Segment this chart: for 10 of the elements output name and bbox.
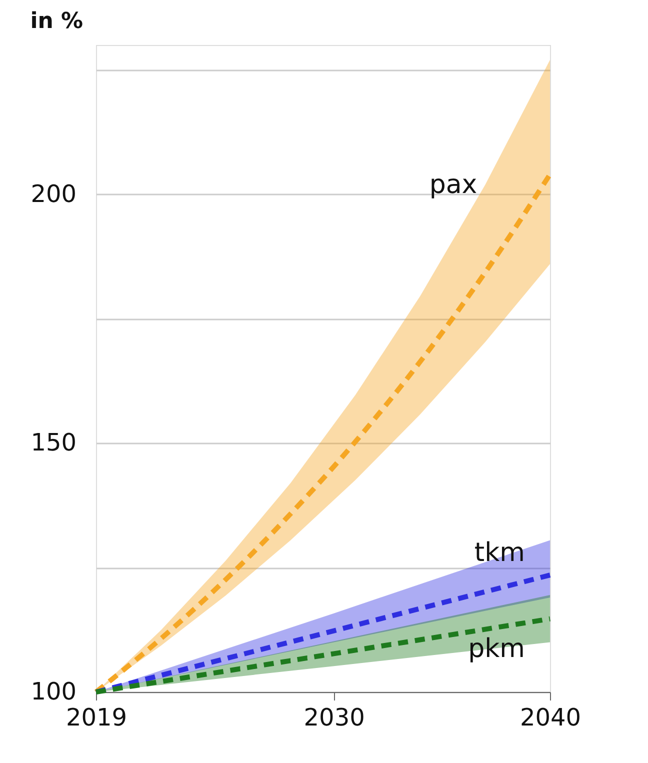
y-tick-label: 200 — [30, 180, 76, 208]
x-tick-label: 2019 — [66, 704, 128, 732]
x-tick-label: 2030 — [304, 704, 365, 732]
y-axis-title: in % — [30, 9, 84, 34]
y-tick-label: 150 — [30, 428, 76, 457]
y-tick-label: 100 — [30, 678, 76, 706]
x-tick-label: 2040 — [520, 704, 582, 732]
series-label: pkm — [468, 634, 525, 664]
series-label: pax — [429, 170, 478, 200]
series-label: tkm — [474, 538, 525, 568]
